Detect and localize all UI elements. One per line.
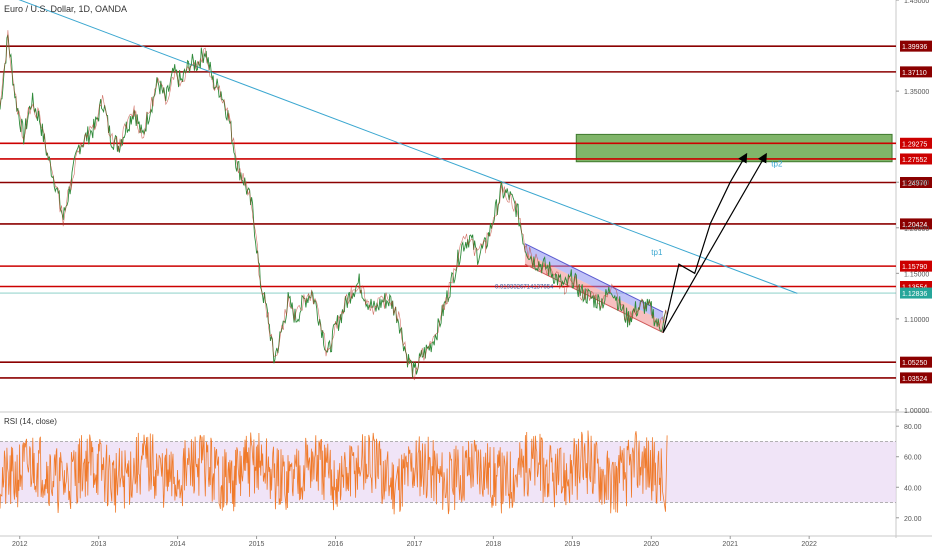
price-tick-label: 1.10000 — [904, 317, 929, 324]
rsi-tick-label: 80.00 — [904, 424, 922, 431]
time-tick-label: 2016 — [328, 541, 344, 548]
channel-bottom-line — [524, 263, 664, 334]
time-tick-label: 2022 — [801, 541, 817, 548]
trendline-layer — [18, 0, 798, 294]
level-label: 1.39936 — [902, 44, 927, 51]
level-label: 1.05250 — [902, 360, 927, 367]
level-label: 1.15790 — [902, 264, 927, 271]
level-label: 1.20424 — [902, 222, 927, 229]
time-tick-label: 2015 — [249, 541, 265, 548]
channel-ratio-label: 0.9193326714137654 — [495, 285, 554, 291]
time-tick-label: 2019 — [565, 541, 581, 548]
projection-layer: tp1 tp2 — [651, 152, 783, 333]
level-label: 1.27552 — [902, 157, 927, 164]
time-tick-label: 2017 — [407, 541, 423, 548]
level-label-bg — [900, 260, 932, 272]
time-tick-label: 2021 — [722, 541, 738, 548]
time-axis: 2012 2013 2014 2015 2016 2017 2018 2019 2020 2021… — [12, 536, 817, 548]
rsi-title: RSI (14, close) — [4, 417, 57, 426]
level-label-bg — [900, 153, 932, 165]
price-tick-label: 1.15000 — [904, 271, 929, 278]
current-price-badge — [900, 287, 932, 299]
price-series-down — [0, 30, 668, 381]
rsi-tick-label: 40.00 — [904, 485, 922, 492]
time-tick-label: 2018 — [486, 541, 502, 548]
level-label: 1.24970 — [902, 180, 927, 187]
projection-tp2 — [662, 152, 767, 333]
level-label: 1.29275 — [902, 141, 927, 148]
price-series-layer — [0, 30, 668, 381]
descending-trendline — [18, 0, 798, 294]
level-label-bg — [900, 137, 932, 149]
rsi-pane: 80.00 60.00 40.00 20.00 — [0, 424, 922, 523]
price-tick-label: 1.35000 — [904, 89, 929, 96]
level-label-bg — [900, 281, 932, 293]
price-tick-label: 1.00000 — [904, 408, 929, 415]
projection-tp1 — [662, 152, 748, 333]
rsi-tick-label: 60.00 — [904, 455, 922, 462]
channel-upper-band — [524, 243, 664, 322]
price-series-up — [0, 34, 667, 378]
rsi-tick-label: 20.00 — [904, 516, 922, 523]
target-zone — [575, 133, 893, 163]
level-label: 1.37110 — [902, 70, 927, 77]
level-label: 1.03524 — [902, 376, 927, 383]
time-tick-label: 2012 — [12, 541, 28, 548]
tp1-label: tp1 — [651, 248, 663, 257]
rsi-series — [0, 430, 668, 515]
price-tick-label: 1.45000 — [904, 0, 929, 5]
price-tick-label: 1.20000 — [904, 226, 929, 233]
level-label-bg — [900, 372, 932, 384]
time-tick-label: 2014 — [170, 541, 186, 548]
time-tick-label: 2013 — [91, 541, 107, 548]
level-label-bg — [900, 66, 932, 78]
tp2-label: tp2 — [771, 159, 783, 168]
current-price-label: 1.12836 — [902, 291, 927, 298]
price-tick-label: 1.25000 — [904, 180, 929, 187]
support-resistance-layer: 1.39936 1.37110 1.29275 1.27552 1.24970 1.204… — [0, 40, 932, 384]
price-axis: 1.45000 1.35000 1.25000 1.20000 1.15000 1.100… — [896, 0, 929, 415]
level-label-bg — [900, 356, 932, 368]
time-tick-label: 2020 — [643, 541, 659, 548]
level-label-bg — [900, 218, 932, 230]
level-label-bg — [900, 176, 932, 188]
level-label-bg — [900, 40, 932, 52]
chart-title: Euro / U.S. Dollar, 1D, OANDA — [4, 4, 128, 14]
target-zone-layer — [575, 133, 893, 163]
